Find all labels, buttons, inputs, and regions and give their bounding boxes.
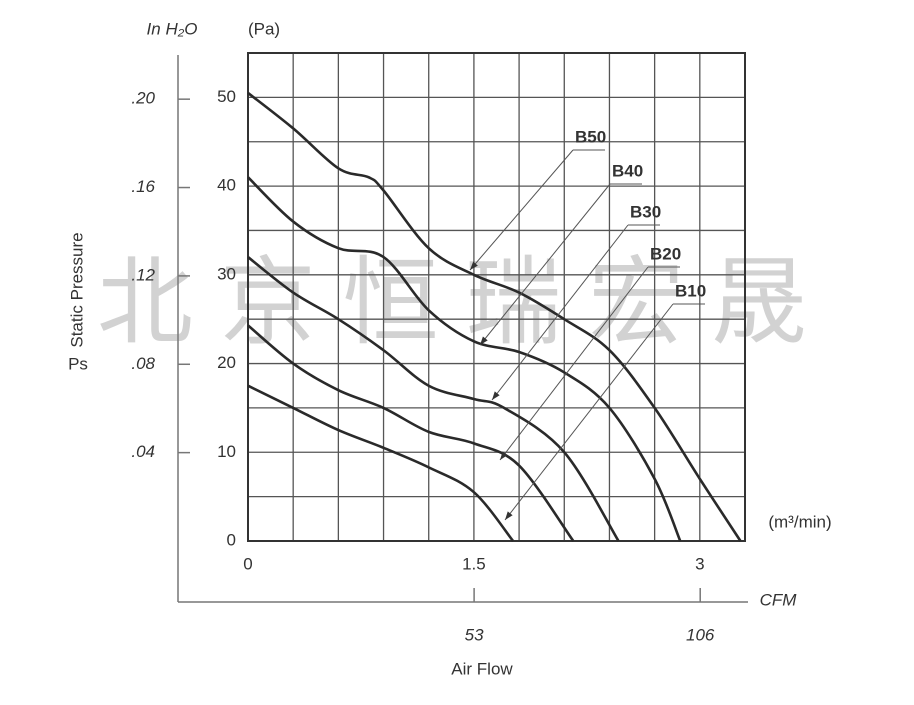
y-tick-label: 10 <box>217 442 236 461</box>
leader <box>479 183 611 346</box>
y-tick-label: 0 <box>227 530 236 549</box>
y-tick-label: 50 <box>217 87 236 106</box>
x2-tick-label: 53 <box>465 625 484 644</box>
y2-tick-label: .20 <box>131 89 155 108</box>
leader <box>491 224 629 401</box>
arrowhead <box>470 261 478 270</box>
y2-tick-label: .16 <box>131 177 155 196</box>
arrowhead <box>505 511 513 520</box>
legend-label: B10 <box>675 281 706 300</box>
legend-label: B40 <box>612 161 643 180</box>
arrowhead <box>500 451 508 460</box>
x2-unit-label: CFM <box>760 590 798 609</box>
arrowhead <box>480 336 488 345</box>
x-tick-label: 3 <box>695 554 704 573</box>
arrowhead <box>492 391 500 400</box>
y-axis-label: Static Pressure <box>67 232 86 347</box>
y2-tick-label: .08 <box>131 354 155 373</box>
curve <box>247 384 515 542</box>
curve <box>247 256 620 542</box>
curve <box>247 176 682 542</box>
x-axis-label: Air Flow <box>451 659 513 678</box>
y-tick-label: 40 <box>217 176 236 195</box>
x2-tick-label: 106 <box>686 625 715 644</box>
plot-frame <box>247 52 746 542</box>
y-axis-symbol: Ps <box>68 354 88 373</box>
y2-unit-label: In H₂O <box>147 19 198 38</box>
y-tick-label: 20 <box>217 353 236 372</box>
y2-tick-label: .12 <box>131 265 155 284</box>
x-tick-label: 1.5 <box>462 554 486 573</box>
leader <box>469 149 574 271</box>
y2-tick-label: .04 <box>131 442 155 461</box>
x-tick-label: 0 <box>243 554 252 573</box>
y-tick-label: 30 <box>217 264 236 283</box>
curve <box>247 324 575 542</box>
curve <box>247 91 742 542</box>
legend-label: B20 <box>650 244 681 263</box>
x-unit-label: (m³/min) <box>768 512 831 531</box>
leader <box>504 303 674 521</box>
legend-label: B50 <box>575 127 606 146</box>
y-unit-label: (Pa) <box>248 19 280 38</box>
leader <box>499 266 649 461</box>
legend-label: B30 <box>630 202 661 221</box>
